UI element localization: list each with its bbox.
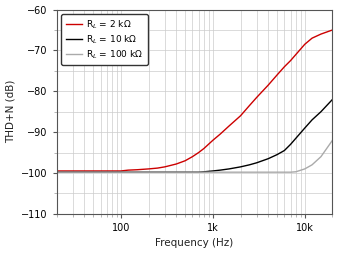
Y-axis label: THD+N (dB): THD+N (dB)	[5, 80, 16, 144]
X-axis label: Frequency (Hz): Frequency (Hz)	[155, 239, 234, 248]
Legend: R$_L$ = 2 kΩ, R$_L$ = 10 kΩ, R$_L$ = 100 kΩ: R$_L$ = 2 kΩ, R$_L$ = 10 kΩ, R$_L$ = 100…	[61, 14, 148, 65]
